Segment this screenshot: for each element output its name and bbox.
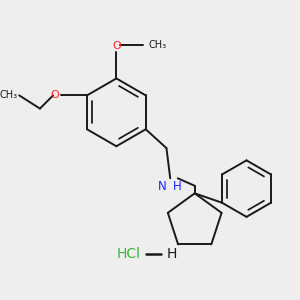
Text: H: H	[166, 247, 177, 261]
Text: H: H	[173, 180, 182, 193]
Text: CH₃: CH₃	[148, 40, 166, 50]
Text: O: O	[50, 90, 59, 100]
Text: HCl: HCl	[117, 247, 141, 261]
Text: O: O	[112, 41, 121, 51]
Text: N: N	[158, 180, 167, 193]
Text: CH₃: CH₃	[0, 90, 17, 100]
